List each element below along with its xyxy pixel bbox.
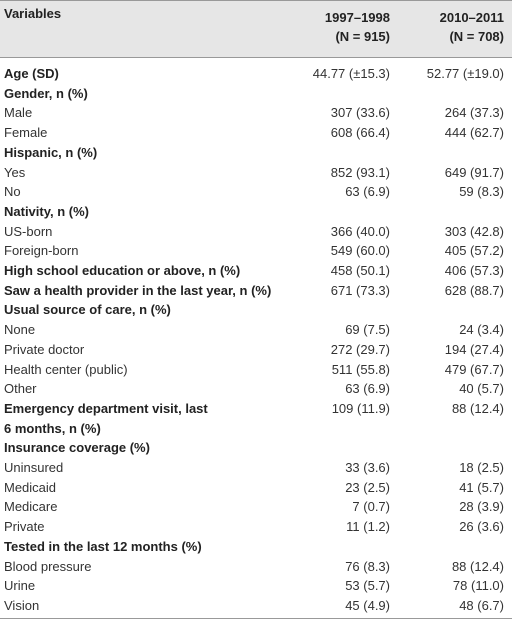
cell-value: 109 (11.9): [331, 400, 390, 416]
row-heading: High school education or above, n (%): [4, 263, 241, 278]
cell-value: 18 (2.5): [459, 460, 504, 475]
row-label: US-born: [4, 223, 53, 239]
cell-value: 88 (12.4): [451, 558, 504, 574]
row-label: Blood pressure: [4, 558, 92, 574]
row-label: Other: [4, 381, 37, 397]
row-label: Urine: [4, 578, 36, 594]
header-background: [0, 0, 512, 58]
cell-value: 7 (0.7): [352, 499, 390, 515]
cell-value: 549 (60.0): [330, 243, 390, 259]
cell-value: 53 (5.7): [345, 578, 390, 594]
column-header: 1997–1998: [324, 10, 390, 25]
column-subheader: (N = 915): [335, 29, 390, 44]
cell-value: 366 (40.0): [330, 223, 390, 239]
cell-value: 69 (7.5): [345, 322, 390, 338]
row-heading: Saw a health provider in the last year, …: [4, 282, 272, 298]
cell-value: 76 (8.3): [345, 558, 390, 574]
row-label: Foreign-born: [4, 243, 79, 259]
cell-value: 28 (3.9): [459, 499, 504, 515]
column-subheader: (N = 708): [449, 29, 504, 44]
row-label: Vision: [4, 597, 40, 613]
row-heading: Hispanic, n (%): [4, 144, 98, 160]
cell-value: 272 (29.7): [330, 341, 390, 357]
cell-value: 63 (6.9): [345, 381, 390, 397]
row-label: None: [4, 322, 36, 338]
cell-value: 406 (57.3): [444, 263, 504, 278]
cell-value: 23 (2.5): [345, 479, 390, 495]
row-heading: Emergency department visit, last: [4, 400, 208, 416]
cell-value: 41 (5.7): [459, 479, 504, 495]
cell-value: 63 (6.9): [345, 184, 390, 200]
cell-value: 59 (8.3): [459, 184, 504, 200]
cell-value: 303 (42.8): [444, 223, 504, 239]
row-label: Uninsured: [4, 460, 64, 475]
cell-value: 479 (67.7): [444, 361, 504, 377]
column-header: 2010–2011: [439, 10, 504, 25]
row-label: No: [4, 184, 21, 200]
bottom-rule: [0, 618, 512, 619]
row-heading: Tested in the last 12 months (%): [4, 538, 202, 554]
cell-value: 24 (3.4): [459, 322, 504, 338]
cell-value: 40 (5.7): [459, 381, 504, 397]
cell-value: 48 (6.7): [459, 597, 504, 613]
cell-value: 26 (3.6): [459, 519, 504, 535]
row-heading: Nativity, n (%): [4, 203, 89, 219]
cell-value: 649 (91.7): [444, 164, 504, 180]
row-heading: Usual source of care, n (%): [4, 302, 171, 318]
cell-value: 45 (4.9): [345, 597, 390, 613]
cell-value: 628 (88.7): [444, 282, 504, 298]
row-heading: 6 months, n (%): [4, 420, 101, 436]
row-label: Medicare: [4, 499, 58, 515]
row-heading: Insurance coverage (%): [4, 440, 150, 456]
cell-value: 44.77 (±15.3): [312, 66, 390, 81]
row-label: Private doctor: [4, 341, 85, 357]
row-heading: Age (SD): [4, 66, 59, 81]
cell-value: 511 (55.8): [331, 361, 390, 377]
cell-value: 307 (33.6): [330, 105, 390, 121]
cell-value: 405 (57.2): [444, 243, 504, 259]
cell-value: 194 (27.4): [444, 341, 504, 357]
row-label: Health center (public): [4, 361, 128, 377]
cell-value: 88 (12.4): [451, 400, 504, 416]
cell-value: 78 (11.0): [452, 578, 504, 594]
cell-value: 52.77 (±19.0): [426, 66, 504, 81]
cell-value: 11 (1.2): [346, 519, 390, 535]
row-label: Yes: [4, 164, 26, 180]
column-header: Variables: [4, 6, 62, 21]
cell-value: 852 (93.1): [330, 164, 390, 180]
row-heading: Gender, n (%): [4, 85, 88, 101]
cell-value: 458 (50.1): [330, 263, 390, 278]
row-label: Private: [4, 519, 45, 535]
cell-value: 671 (73.3): [330, 282, 390, 298]
row-label: Female: [4, 125, 48, 141]
cell-value: 608 (66.4): [330, 125, 390, 141]
cell-value: 444 (62.7): [444, 125, 504, 141]
cell-value: 33 (3.6): [345, 460, 390, 475]
row-label: Medicaid: [4, 479, 57, 495]
cell-value: 264 (37.3): [444, 105, 504, 121]
row-label: Male: [4, 105, 33, 121]
